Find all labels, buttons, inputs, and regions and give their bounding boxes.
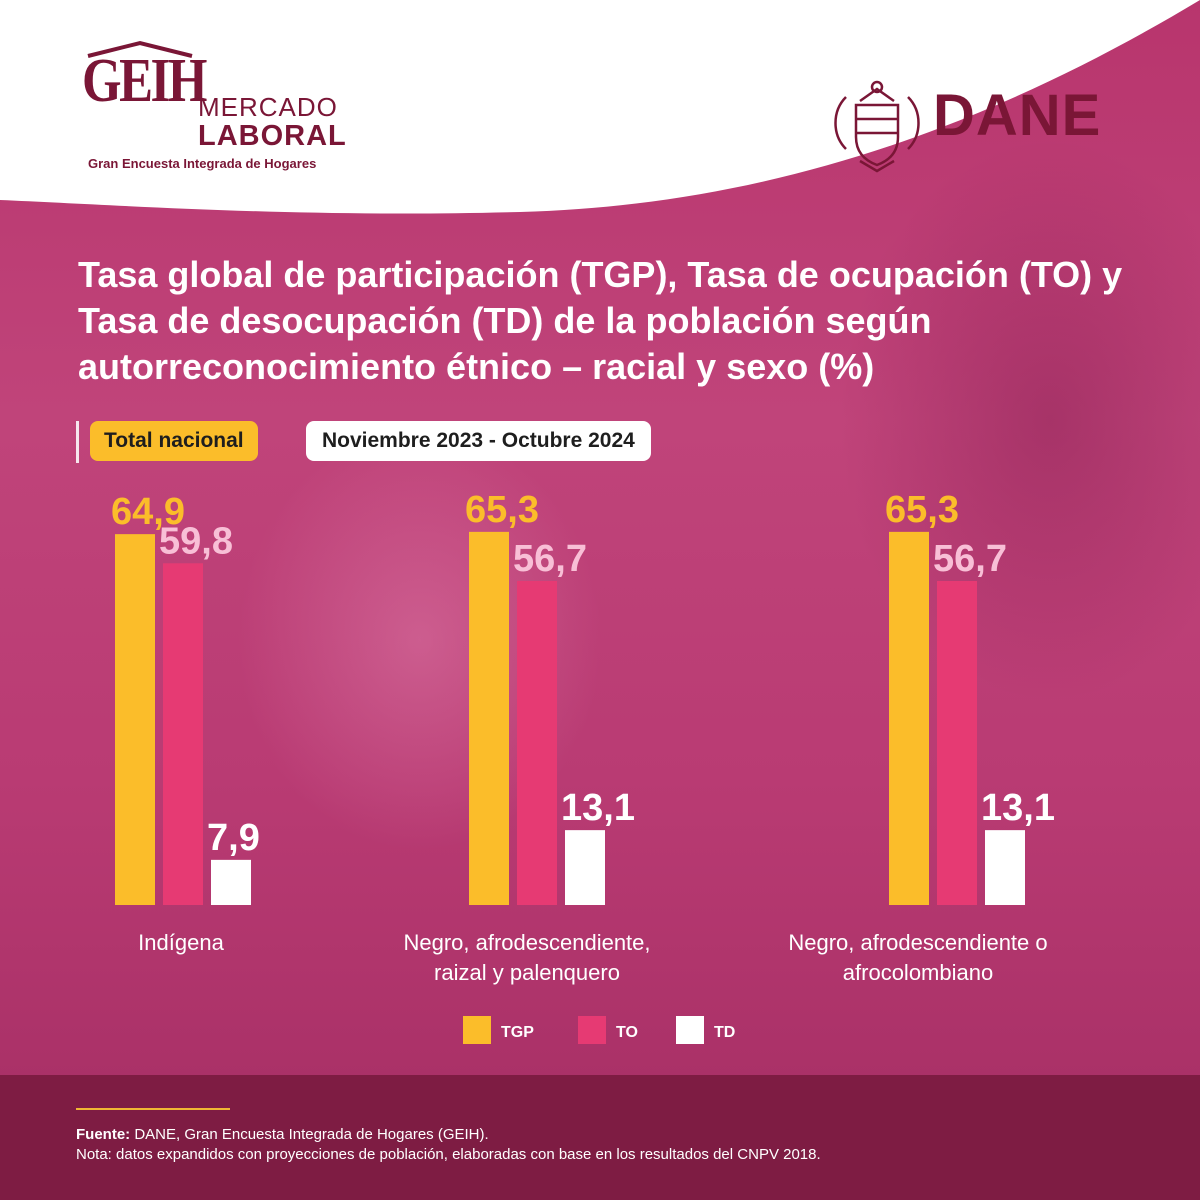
legend-swatch-td — [676, 1016, 704, 1044]
source-text: DANE, Gran Encuesta Integrada de Hogares… — [130, 1126, 489, 1143]
value-label-td-1: 7,9 — [207, 817, 260, 859]
bar-to-2 — [517, 581, 557, 905]
bar-tgp-3 — [889, 531, 929, 905]
value-label-td-3: 13,1 — [981, 787, 1055, 829]
footer-divider — [76, 1108, 230, 1110]
geih-subtitle: Gran Encuesta Integrada de Hogares — [88, 156, 317, 171]
value-label-tgp-3: 65,3 — [885, 489, 959, 531]
geih-line1: MERCADO — [198, 92, 338, 122]
source-label: Fuente: — [76, 1126, 131, 1143]
period-tag: Noviembre 2023 - Octubre 2024 — [306, 421, 651, 461]
bar-td-2 — [565, 830, 605, 905]
value-label-to-2: 56,7 — [513, 538, 587, 580]
category-label-1: Indígena — [138, 930, 224, 955]
geih-acronym: GEIH — [82, 47, 207, 115]
dane-logo: DANE — [830, 75, 1130, 185]
value-label-td-2: 13,1 — [561, 787, 635, 829]
chart-title: Tasa global de participación (TGP), Tasa… — [78, 254, 1123, 387]
legend-label-to: TO — [616, 1024, 638, 1041]
tag-divider — [76, 421, 79, 463]
bar-to-3 — [937, 581, 977, 905]
geih-logo: GEIH MERCADO LABORAL Gran Encuesta Integ… — [80, 40, 360, 180]
category-label-3: afrocolombiano — [843, 960, 993, 985]
geih-line2: LABORAL — [198, 120, 347, 152]
region-tag: Total nacional — [90, 421, 258, 461]
bar-td-3 — [985, 830, 1025, 905]
roof-icon — [87, 40, 193, 58]
value-label-to-3: 56,7 — [933, 538, 1007, 580]
header-background — [0, 0, 1200, 214]
category-label-2: raizal y palenquero — [434, 960, 620, 985]
bar-tgp-2 — [469, 531, 509, 905]
footer-source: Fuente: DANE, Gran Encuesta Integrada de… — [76, 1126, 489, 1143]
category-label-2: Negro, afrodescendiente, — [403, 930, 650, 955]
value-label-tgp-1: 64,9 — [111, 491, 185, 533]
bar-to-1 — [163, 563, 203, 905]
legend-label-tgp: TGP — [501, 1024, 534, 1041]
legend-swatch-to — [578, 1016, 606, 1044]
coat-of-arms-icon — [834, 80, 920, 173]
footer-note: Nota: datos expandidos con proyecciones … — [76, 1146, 821, 1163]
bar-td-1 — [211, 859, 251, 905]
footer — [0, 1075, 1200, 1200]
legend-label-td: TD — [714, 1024, 735, 1041]
legend-swatch-tgp — [463, 1016, 491, 1044]
dane-wordmark: DANE — [933, 83, 1102, 148]
category-label-3: Negro, afrodescendiente o — [788, 930, 1047, 955]
bar-tgp-1 — [115, 534, 155, 905]
value-label-tgp-2: 65,3 — [465, 489, 539, 531]
value-label-to-1: 59,8 — [159, 520, 233, 562]
